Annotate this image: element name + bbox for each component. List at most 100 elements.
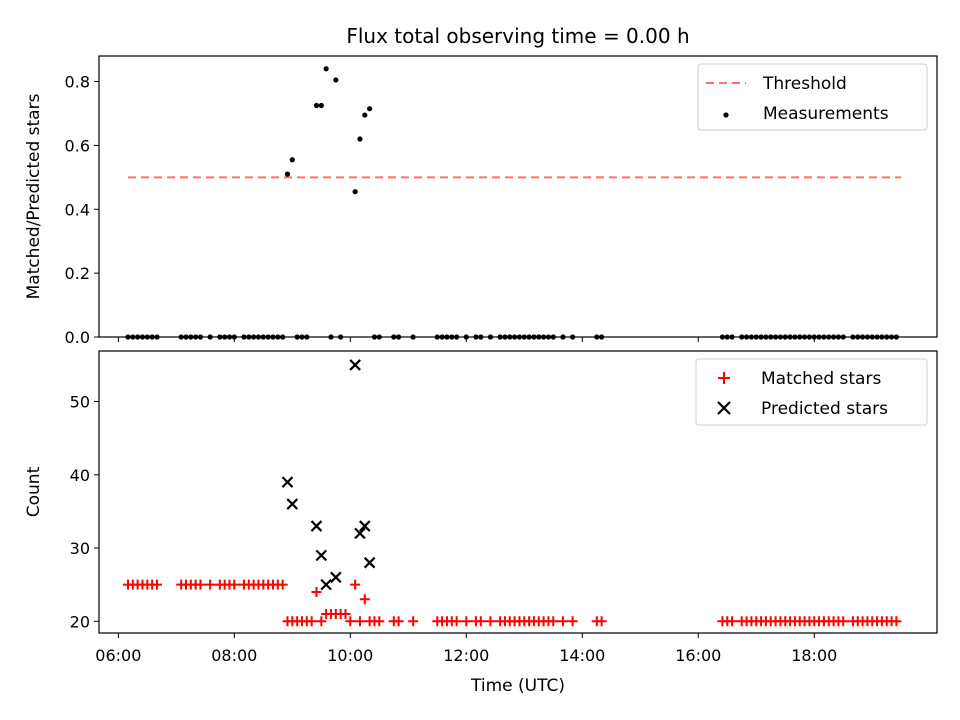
measurement-point — [855, 334, 861, 340]
measurement-point — [444, 334, 450, 340]
measurement-point — [367, 106, 373, 112]
measurement-point — [879, 334, 885, 340]
measurement-point — [821, 334, 827, 340]
series-cross — [281, 359, 376, 591]
measurement-point — [550, 334, 556, 340]
matched-point — [277, 579, 288, 590]
measurement-point — [251, 334, 257, 340]
measurement-point — [284, 171, 291, 177]
x-tick-label: 18:00 — [791, 646, 837, 665]
measurement-point — [570, 334, 576, 340]
x-axis-label: Time (UTC) — [470, 676, 565, 696]
measurement-point — [859, 334, 866, 340]
measurement-point — [753, 334, 759, 340]
measurement-point — [454, 334, 460, 340]
matched-point — [205, 579, 216, 590]
measurement-point — [183, 334, 189, 340]
measurement-point — [135, 334, 141, 340]
measurement-point — [787, 334, 793, 340]
y-axis-label: Matched/Predicted stars — [24, 93, 44, 299]
matched-point — [374, 616, 385, 627]
matched-point — [451, 616, 462, 627]
measurement-point — [226, 334, 233, 340]
measurement-point — [541, 334, 547, 340]
y-tick-label: 0.8 — [65, 73, 90, 92]
measurement-point — [840, 334, 846, 340]
matched-point — [891, 616, 902, 627]
measurement-point — [719, 334, 726, 340]
matched-point — [838, 616, 849, 627]
x-tick-label: 10:00 — [327, 646, 373, 665]
predicted-point — [349, 359, 361, 371]
legend-label: Measurements — [763, 104, 889, 124]
measurement-point — [869, 334, 875, 340]
measurement-point — [371, 334, 378, 340]
predicted-point — [363, 556, 376, 569]
measurement-point — [526, 334, 532, 340]
measurement-point — [473, 334, 479, 340]
measurement-point — [463, 334, 469, 340]
measurement-point — [739, 334, 745, 340]
measurement-point — [197, 334, 204, 340]
y-tick-label: 50 — [70, 393, 90, 412]
measurement-point — [396, 334, 402, 340]
measurement-point — [449, 334, 455, 340]
measurement-point — [830, 334, 837, 340]
measurement-point — [338, 334, 344, 340]
measurement-point — [893, 334, 900, 340]
measurement-point — [275, 334, 281, 340]
measurement-point — [521, 334, 527, 340]
predicted-point — [310, 520, 323, 532]
top-panel: Flux total observing time = 0.00 h Matche… — [24, 24, 938, 347]
y-tick-label: 30 — [70, 539, 90, 558]
measurement-point — [193, 334, 199, 340]
measurement-point — [439, 334, 445, 340]
measurement-point — [130, 334, 136, 340]
measurement-point — [826, 334, 832, 340]
measurement-point — [888, 334, 895, 340]
measurement-point — [816, 334, 822, 340]
matched-point — [393, 616, 404, 627]
measurement-point — [507, 334, 513, 340]
matched-point — [195, 579, 206, 590]
measurement-point — [743, 334, 750, 340]
measurement-point — [270, 334, 276, 340]
measurement-point — [594, 334, 600, 340]
matched-point — [340, 608, 351, 619]
measurement-point — [536, 334, 542, 340]
measurement-point — [362, 112, 368, 118]
measurement-point — [806, 334, 813, 340]
measurement-point — [560, 334, 566, 340]
matched-point — [485, 616, 496, 627]
matched-point — [311, 586, 322, 597]
measurement-point — [748, 334, 755, 340]
matched-point — [354, 616, 365, 627]
measurement-point — [328, 334, 334, 340]
measurement-point — [545, 334, 552, 340]
predicted-point — [286, 498, 299, 510]
matched-point — [345, 616, 356, 627]
legend-box — [697, 63, 928, 131]
measurement-point — [299, 334, 305, 340]
measurement-point — [797, 334, 803, 340]
legend-box — [695, 358, 928, 426]
legend-label: Predicted stars — [761, 399, 888, 419]
predicted-point — [359, 520, 371, 532]
x-tick-label: 08:00 — [211, 646, 257, 665]
measurement-point — [149, 334, 155, 340]
measurement-point — [758, 334, 764, 340]
matched-point — [461, 616, 472, 627]
measurement-point — [265, 334, 271, 340]
y-axis-label: Count — [24, 466, 44, 517]
measurement-point — [323, 66, 329, 72]
measurement-point — [768, 334, 774, 340]
y-tick-label: 40 — [70, 466, 90, 485]
x-tick-label: 14:00 — [559, 646, 605, 665]
measurement-point — [512, 334, 518, 340]
matched-point — [306, 616, 317, 627]
matched-point — [408, 616, 419, 627]
matched-point — [229, 579, 240, 590]
measurement-point — [231, 334, 237, 340]
measurement-point — [772, 334, 779, 340]
